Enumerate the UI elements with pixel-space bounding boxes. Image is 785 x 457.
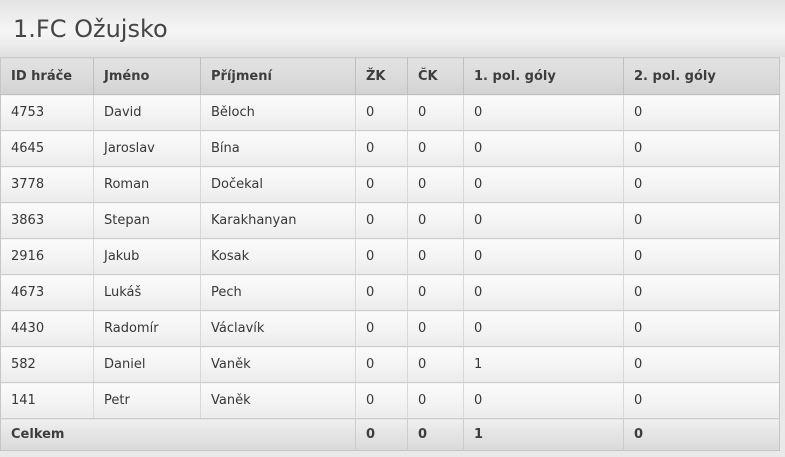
- cell-player-id: 4673: [0, 274, 94, 311]
- cell-red-cards: 0: [407, 382, 464, 419]
- totals-second-half-goals: 0: [623, 418, 780, 451]
- cell-red-cards: 0: [407, 94, 464, 131]
- col-header-first-half-goals: 1. pol. góly: [463, 57, 624, 95]
- cell-red-cards: 0: [407, 202, 464, 239]
- team-header: 1.FC Ožujsko: [0, 0, 785, 57]
- cell-first-name: Roman: [93, 166, 201, 203]
- cell-yellow-cards: 0: [355, 238, 408, 275]
- cell-last-name: Vaněk: [200, 346, 356, 383]
- cell-last-name: Karakhanyan: [200, 202, 356, 239]
- cell-first-half-goals: 0: [463, 274, 624, 311]
- cell-player-id: 3778: [0, 166, 94, 203]
- table-row: 582 Daniel Vaněk 0 0 1 0: [0, 346, 780, 383]
- cell-player-id: 582: [0, 346, 94, 383]
- cell-first-name: Petr: [93, 382, 201, 419]
- cell-first-half-goals: 0: [463, 94, 624, 131]
- cell-yellow-cards: 0: [355, 274, 408, 311]
- cell-first-half-goals: 0: [463, 130, 624, 167]
- cell-last-name: Pech: [200, 274, 356, 311]
- col-header-second-half-goals: 2. pol. góly: [623, 57, 780, 95]
- players-stats-table: ID hráče Jméno Příjmení ŽK ČK 1. pol. gó…: [0, 57, 780, 451]
- col-header-last-name: Příjmení: [200, 57, 356, 95]
- totals-label: Celkem: [0, 418, 356, 451]
- cell-second-half-goals: 0: [623, 94, 780, 131]
- cell-player-id: 141: [0, 382, 94, 419]
- cell-player-id: 4645: [0, 130, 94, 167]
- cell-red-cards: 0: [407, 346, 464, 383]
- page-title: 1.FC Ožujsko: [13, 14, 168, 43]
- cell-yellow-cards: 0: [355, 94, 408, 131]
- table-row: 4645 Jaroslav Bína 0 0 0 0: [0, 130, 780, 167]
- cell-player-id: 4430: [0, 310, 94, 347]
- cell-first-name: Daniel: [93, 346, 201, 383]
- cell-first-half-goals: 0: [463, 238, 624, 275]
- cell-first-half-goals: 0: [463, 310, 624, 347]
- cell-first-half-goals: 0: [463, 166, 624, 203]
- cell-red-cards: 0: [407, 238, 464, 275]
- cell-player-id: 4753: [0, 94, 94, 131]
- cell-first-name: Radomír: [93, 310, 201, 347]
- cell-last-name: Bína: [200, 130, 356, 167]
- cell-last-name: Václavík: [200, 310, 356, 347]
- cell-second-half-goals: 0: [623, 166, 780, 203]
- cell-player-id: 3863: [0, 202, 94, 239]
- table-body: 4753 David Běloch 0 0 0 0 4645 Jaroslav …: [0, 94, 780, 419]
- cell-second-half-goals: 0: [623, 346, 780, 383]
- cell-red-cards: 0: [407, 130, 464, 167]
- cell-yellow-cards: 0: [355, 310, 408, 347]
- cell-last-name: Kosak: [200, 238, 356, 275]
- totals-row: Celkem 0 0 1 0: [0, 418, 780, 451]
- table-row: 3778 Roman Dočekal 0 0 0 0: [0, 166, 780, 203]
- cell-player-id: 2916: [0, 238, 94, 275]
- cell-yellow-cards: 0: [355, 130, 408, 167]
- cell-red-cards: 0: [407, 166, 464, 203]
- table-row: 4673 Lukáš Pech 0 0 0 0: [0, 274, 780, 311]
- cell-second-half-goals: 0: [623, 238, 780, 275]
- table-row: 141 Petr Vaněk 0 0 0 0: [0, 382, 780, 419]
- cell-second-half-goals: 0: [623, 382, 780, 419]
- cell-yellow-cards: 0: [355, 382, 408, 419]
- table-row: 3863 Stepan Karakhanyan 0 0 0 0: [0, 202, 780, 239]
- col-header-red-cards: ČK: [407, 57, 464, 95]
- cell-second-half-goals: 0: [623, 310, 780, 347]
- cell-first-half-goals: 0: [463, 382, 624, 419]
- cell-second-half-goals: 0: [623, 202, 780, 239]
- cell-last-name: Vaněk: [200, 382, 356, 419]
- totals-yellow-cards: 0: [355, 418, 408, 451]
- table-row: 4430 Radomír Václavík 0 0 0 0: [0, 310, 780, 347]
- cell-second-half-goals: 0: [623, 274, 780, 311]
- cell-red-cards: 0: [407, 274, 464, 311]
- cell-first-name: Jaroslav: [93, 130, 201, 167]
- cell-red-cards: 0: [407, 310, 464, 347]
- col-header-yellow-cards: ŽK: [355, 57, 408, 95]
- table-footer: Celkem 0 0 1 0: [0, 418, 780, 451]
- cell-second-half-goals: 0: [623, 130, 780, 167]
- cell-last-name: Dočekal: [200, 166, 356, 203]
- cell-first-name: Stepan: [93, 202, 201, 239]
- table-header: ID hráče Jméno Příjmení ŽK ČK 1. pol. gó…: [0, 57, 780, 95]
- table-row: 2916 Jakub Kosak 0 0 0 0: [0, 238, 780, 275]
- col-header-player-id: ID hráče: [0, 57, 94, 95]
- cell-first-name: Jakub: [93, 238, 201, 275]
- cell-last-name: Běloch: [200, 94, 356, 131]
- header-row: ID hráče Jméno Příjmení ŽK ČK 1. pol. gó…: [0, 57, 780, 95]
- cell-yellow-cards: 0: [355, 166, 408, 203]
- totals-first-half-goals: 1: [463, 418, 624, 451]
- totals-red-cards: 0: [407, 418, 464, 451]
- cell-yellow-cards: 0: [355, 346, 408, 383]
- col-header-first-name: Jméno: [93, 57, 201, 95]
- cell-first-name: Lukáš: [93, 274, 201, 311]
- cell-first-name: David: [93, 94, 201, 131]
- cell-yellow-cards: 0: [355, 202, 408, 239]
- cell-first-half-goals: 0: [463, 202, 624, 239]
- cell-first-half-goals: 1: [463, 346, 624, 383]
- table-row: 4753 David Běloch 0 0 0 0: [0, 94, 780, 131]
